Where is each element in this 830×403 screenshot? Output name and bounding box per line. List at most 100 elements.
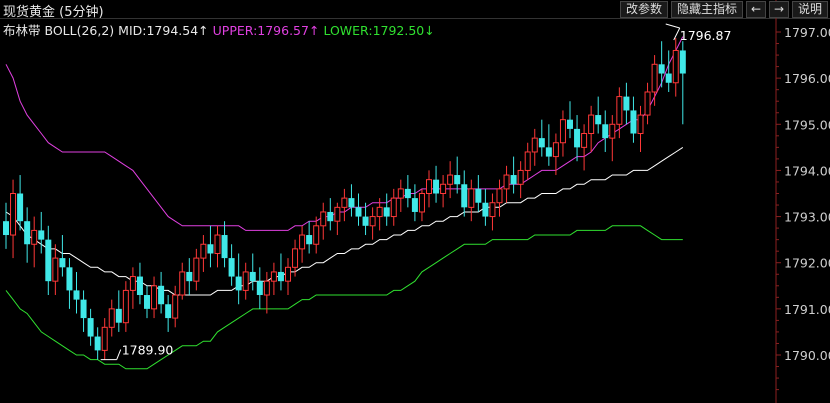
candle-body: [595, 115, 602, 125]
candle: [510, 156, 517, 194]
candle-body: [637, 114, 644, 135]
candle-body: [524, 151, 531, 171]
candle-body: [313, 225, 320, 245]
candle-body: [207, 244, 214, 254]
candle: [369, 207, 376, 240]
candle-body: [80, 299, 87, 319]
candle-body: [383, 207, 390, 217]
candle: [207, 225, 214, 268]
candle-body: [249, 271, 256, 282]
scroll-left-button[interactable]: ←: [745, 1, 766, 18]
candle: [672, 37, 679, 97]
annotation-pointer: [673, 27, 681, 41]
candle-body: [475, 188, 482, 203]
candle: [299, 225, 306, 263]
candle: [94, 327, 101, 360]
candle-body: [327, 211, 334, 222]
candle: [679, 41, 686, 125]
candle: [397, 179, 404, 212]
candle: [348, 184, 355, 217]
candle-body: [66, 267, 73, 291]
candle-body: [59, 258, 66, 268]
candle-body: [320, 211, 327, 227]
candle: [531, 128, 538, 166]
candle-body: [440, 183, 447, 194]
candle: [581, 124, 588, 171]
hide-indicator-button[interactable]: 隐藏主指标: [670, 1, 743, 18]
scroll-right-button[interactable]: →: [768, 1, 789, 18]
y-tick-label: 1795.00: [784, 117, 830, 132]
candle-body: [574, 128, 581, 148]
candle: [45, 225, 52, 296]
candle: [186, 258, 193, 296]
candle: [517, 161, 524, 199]
candle: [341, 188, 348, 222]
y-tick-label: 1792.00: [784, 256, 830, 271]
candle-body: [644, 91, 651, 116]
candle: [263, 271, 270, 314]
candle: [567, 101, 573, 139]
high-annotation: 1796.87: [665, 23, 732, 43]
candle: [320, 202, 327, 240]
candle-body: [567, 119, 573, 129]
lower-band-line: [5, 225, 683, 370]
candle-body: [531, 137, 538, 153]
candle: [489, 193, 496, 231]
candle: [115, 290, 122, 332]
candle-body: [101, 326, 108, 351]
candle-body: [630, 110, 637, 134]
candle: [306, 221, 313, 254]
candle-body: [200, 243, 207, 259]
candle: [59, 235, 66, 277]
edit-params-button[interactable]: 改参数: [619, 1, 668, 18]
candle-body: [538, 138, 545, 148]
candle: [31, 216, 38, 268]
candle-body: [277, 271, 284, 282]
candle: [24, 207, 31, 263]
candle: [461, 170, 468, 217]
annotation-label: 1796.87: [680, 28, 732, 43]
candle-body: [454, 175, 461, 185]
y-tick-label: 1793.00: [784, 210, 830, 225]
candle: [242, 262, 249, 300]
candle-body: [390, 197, 397, 218]
candle-body: [172, 294, 179, 319]
candle: [524, 142, 531, 180]
candle-body: [115, 308, 122, 323]
candle: [433, 165, 440, 203]
candle: [228, 244, 235, 286]
candle-body: [623, 96, 630, 111]
candle: [235, 253, 242, 305]
candle-body: [144, 295, 150, 309]
candle: [482, 188, 489, 226]
candle: [151, 276, 158, 319]
candle: [552, 133, 559, 176]
candle: [136, 262, 143, 305]
candle-body: [355, 207, 362, 217]
y-tick-label: 1794.00: [784, 163, 830, 178]
candle-body: [263, 280, 270, 296]
candle: [313, 216, 320, 254]
candle: [221, 221, 228, 268]
price-annotations: 1796.87 1789.90: [100, 23, 732, 361]
candle: [193, 248, 200, 291]
candle: [270, 262, 277, 296]
help-button[interactable]: 说明: [791, 1, 828, 18]
chart-toolbar: 改参数 隐藏主指标 ← → 说明: [619, 1, 828, 18]
candle: [73, 271, 80, 314]
candle-body: [52, 257, 59, 282]
candle: [200, 235, 207, 272]
candle-body: [602, 124, 609, 139]
candle-body: [87, 318, 94, 337]
candle-body: [376, 206, 383, 218]
candle: [256, 267, 263, 309]
candles: [3, 37, 686, 360]
candle-body: [292, 248, 299, 268]
candle-body: [17, 193, 24, 222]
annotation-pointer: [116, 349, 122, 360]
candle-body: [616, 96, 623, 125]
annotation-label: 1789.90: [122, 343, 174, 358]
candle: [545, 124, 552, 166]
candle: [602, 110, 609, 152]
